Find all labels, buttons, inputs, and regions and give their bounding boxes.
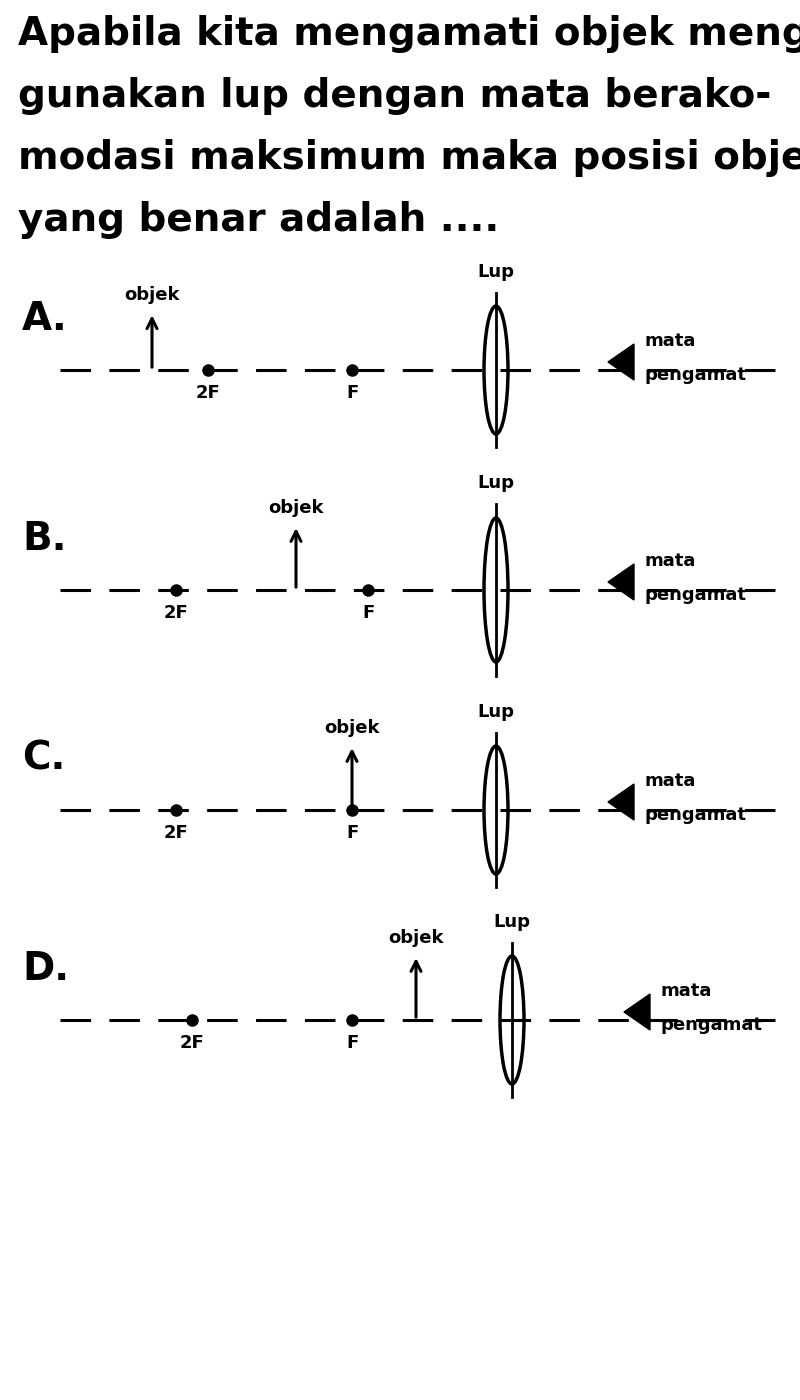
- Text: yang benar adalah ....: yang benar adalah ....: [18, 202, 499, 239]
- Text: B.: B.: [22, 519, 66, 559]
- Text: objek: objek: [324, 720, 380, 738]
- Polygon shape: [608, 344, 634, 379]
- Text: 2F: 2F: [164, 825, 188, 841]
- Text: 2F: 2F: [180, 1035, 204, 1051]
- Polygon shape: [624, 994, 650, 1030]
- Text: objek: objek: [388, 930, 444, 948]
- Text: Lup: Lup: [478, 263, 514, 281]
- Text: mata: mata: [660, 981, 711, 1000]
- Text: F: F: [346, 825, 358, 841]
- Text: A.: A.: [22, 300, 68, 337]
- Text: Lup: Lup: [494, 913, 530, 931]
- Text: mata: mata: [644, 771, 695, 790]
- Text: modasi maksimum maka posisi objek: modasi maksimum maka posisi objek: [18, 139, 800, 176]
- Text: F: F: [346, 384, 358, 402]
- Text: mata: mata: [644, 552, 695, 570]
- Text: C.: C.: [22, 741, 66, 778]
- Polygon shape: [608, 784, 634, 820]
- Text: 2F: 2F: [164, 603, 188, 622]
- Text: pengamat: pengamat: [660, 1016, 762, 1035]
- Text: F: F: [346, 1035, 358, 1051]
- Text: Apabila kita mengamati objek meng-: Apabila kita mengamati objek meng-: [18, 15, 800, 53]
- Text: Lup: Lup: [478, 473, 514, 491]
- Polygon shape: [608, 564, 634, 601]
- Text: 2F: 2F: [196, 384, 220, 402]
- Text: pengamat: pengamat: [644, 806, 746, 825]
- Text: objek: objek: [124, 287, 180, 304]
- Text: gunakan lup dengan mata berako-: gunakan lup dengan mata berako-: [18, 77, 771, 115]
- Text: F: F: [362, 603, 374, 622]
- Text: Lup: Lup: [478, 703, 514, 721]
- Text: pengamat: pengamat: [644, 365, 746, 384]
- Text: objek: objek: [268, 500, 324, 517]
- Text: pengamat: pengamat: [644, 587, 746, 603]
- Text: D.: D.: [22, 951, 69, 988]
- Text: mata: mata: [644, 332, 695, 350]
